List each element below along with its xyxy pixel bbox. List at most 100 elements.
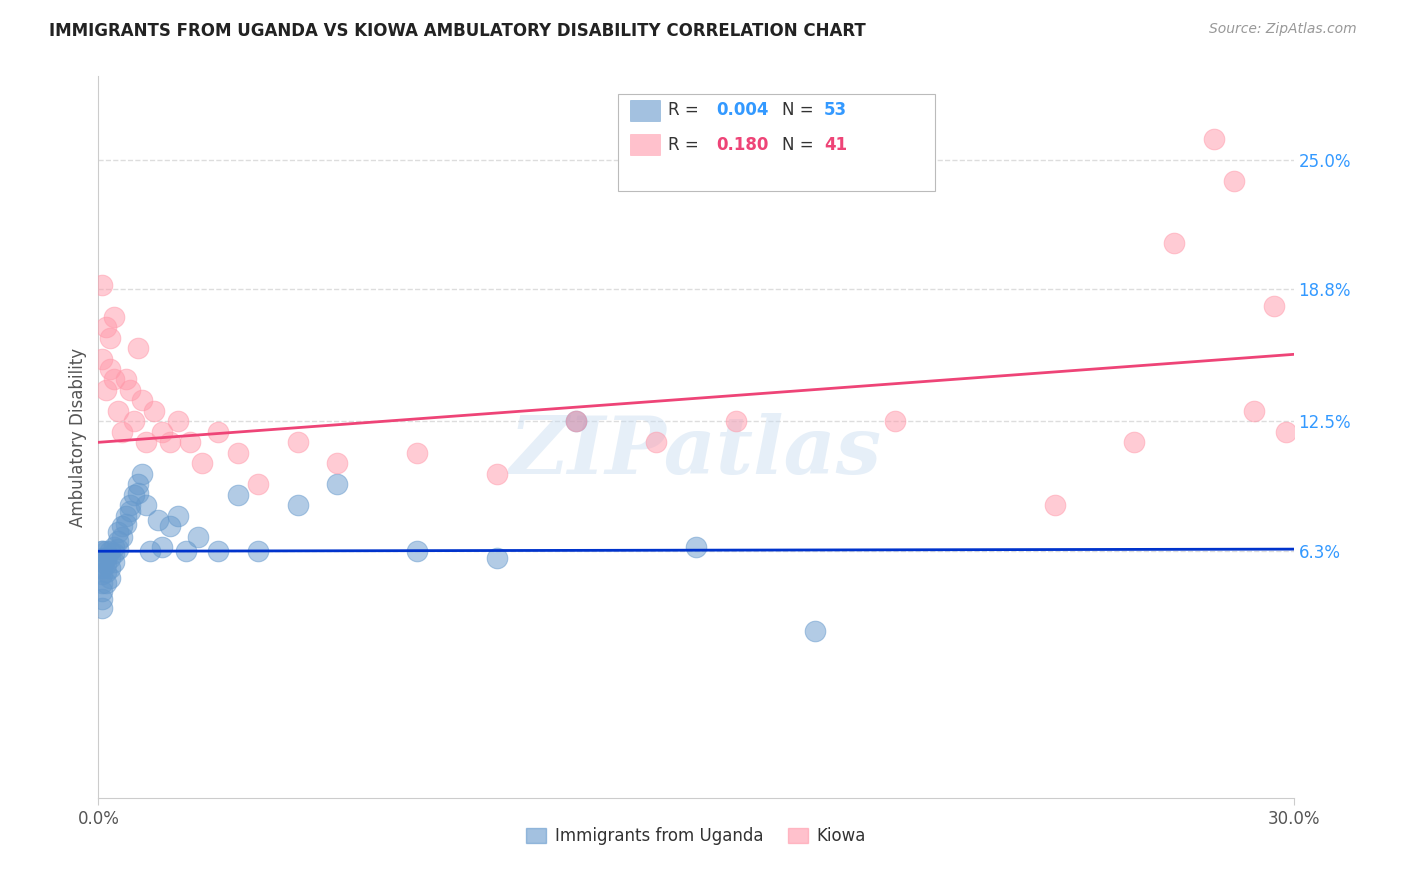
Point [98, 550, 122, 565]
Point [96, 550, 118, 565]
Point [120, 504, 142, 518]
Point [91, 567, 114, 582]
Point [103, 546, 125, 560]
Point [98, 571, 122, 585]
Point [120, 383, 142, 397]
Text: R =: R = [668, 136, 704, 153]
Point [179, 435, 201, 450]
Point [111, 530, 134, 544]
Point [107, 542, 129, 557]
Point [159, 519, 181, 533]
Point [115, 516, 138, 531]
Point [150, 540, 173, 554]
Point [91, 600, 114, 615]
Point [150, 425, 173, 439]
Point [191, 456, 214, 470]
Point [131, 467, 153, 481]
Point [124, 488, 146, 502]
Point [91, 555, 114, 569]
Point [135, 435, 157, 450]
Point [107, 533, 129, 548]
Point [884, 414, 907, 428]
Point [91, 544, 114, 558]
Point [98, 362, 122, 376]
Point [96, 565, 118, 579]
Point [685, 540, 707, 554]
Point [207, 425, 229, 439]
Text: ZIPatlas: ZIPatlas [510, 413, 882, 491]
Point [246, 477, 269, 491]
Y-axis label: Ambulatory Disability: Ambulatory Disability [69, 348, 87, 526]
Text: 53: 53 [824, 101, 846, 120]
Point [111, 425, 134, 439]
Point [115, 508, 138, 523]
Point [167, 414, 190, 428]
Point [91, 351, 114, 366]
Text: N =: N = [782, 101, 818, 120]
Point [246, 544, 269, 558]
Point [804, 624, 827, 638]
Point [127, 477, 149, 491]
Point [96, 575, 118, 590]
Text: 0.180: 0.180 [716, 136, 769, 153]
Point [91, 278, 114, 293]
Point [131, 393, 153, 408]
Point [107, 404, 129, 418]
Point [120, 498, 142, 512]
Point [91, 544, 114, 558]
Point [91, 561, 114, 575]
Point [406, 446, 429, 460]
Text: N =: N = [782, 136, 818, 153]
Point [287, 498, 309, 512]
Text: 41: 41 [824, 136, 846, 153]
Point [326, 456, 349, 470]
Point [127, 485, 149, 500]
Point [98, 544, 122, 558]
Point [1243, 404, 1265, 418]
Point [111, 519, 134, 533]
FancyBboxPatch shape [619, 94, 935, 192]
Point [485, 467, 508, 481]
Point [226, 488, 249, 502]
Point [103, 555, 125, 569]
Point [1263, 299, 1285, 313]
Point [103, 372, 125, 386]
Point [135, 498, 157, 512]
Point [124, 414, 146, 428]
Text: Source: ZipAtlas.com: Source: ZipAtlas.com [1209, 22, 1357, 37]
Point [115, 372, 138, 386]
Point [148, 513, 170, 527]
Point [326, 477, 349, 491]
Legend: Immigrants from Uganda, Kiowa: Immigrants from Uganda, Kiowa [520, 820, 872, 852]
Point [1274, 425, 1296, 439]
Point [207, 544, 229, 558]
FancyBboxPatch shape [630, 100, 661, 121]
Point [143, 404, 166, 418]
Point [1163, 236, 1185, 251]
Point [226, 446, 249, 460]
Point [1202, 131, 1225, 145]
Point [127, 341, 149, 355]
Text: R =: R = [668, 101, 704, 120]
Point [103, 540, 125, 554]
Point [91, 584, 114, 599]
Point [96, 320, 118, 334]
Point [96, 383, 118, 397]
FancyBboxPatch shape [630, 134, 661, 155]
Point [139, 544, 162, 558]
Point [91, 575, 114, 590]
Point [565, 414, 588, 428]
Point [485, 550, 508, 565]
Point [91, 592, 114, 607]
Point [645, 435, 668, 450]
Point [174, 544, 197, 558]
Text: 0.004: 0.004 [716, 101, 769, 120]
Point [1223, 173, 1246, 187]
Point [98, 561, 122, 575]
Point [287, 435, 309, 450]
Point [159, 435, 181, 450]
Point [187, 530, 209, 544]
Point [1043, 498, 1066, 512]
Point [724, 414, 747, 428]
Point [96, 544, 118, 558]
